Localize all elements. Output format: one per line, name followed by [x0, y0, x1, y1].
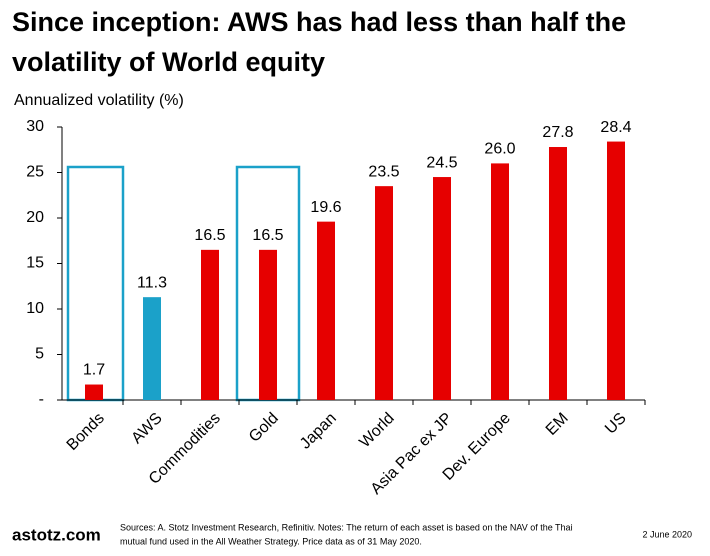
chart-title: Since inception: AWS has had less than h… — [12, 7, 626, 37]
value-label: 16.5 — [194, 227, 225, 244]
y-tick-label: 25 — [26, 164, 44, 181]
footer-date: 2 June 2020 — [642, 529, 692, 539]
y-tick-label: 15 — [26, 255, 44, 272]
bar — [549, 147, 567, 400]
bar — [317, 221, 335, 400]
value-label: 19.6 — [310, 199, 341, 216]
bar — [201, 249, 219, 400]
value-label: 26.0 — [484, 141, 515, 158]
bar — [143, 297, 161, 400]
value-label: 11.3 — [137, 274, 167, 291]
y-axis-title: Annualized volatility (%) — [14, 92, 184, 109]
bar — [491, 163, 509, 400]
value-label: 23.5 — [368, 163, 399, 180]
x-tick-label: AWS — [128, 410, 165, 447]
value-label: 1.7 — [83, 362, 105, 379]
x-tick-label: Bonds — [64, 410, 108, 454]
value-label: 28.4 — [600, 119, 631, 136]
y-tick-label: 5 — [35, 346, 44, 363]
bar — [433, 177, 451, 400]
footer-brand: astotz.com — [12, 525, 101, 544]
bar — [85, 384, 103, 400]
y-tick-label: 30 — [26, 118, 44, 135]
chart-title: volatility of World equity — [12, 47, 325, 77]
bar — [259, 249, 277, 400]
x-tick-label: World — [356, 410, 397, 451]
y-tick-label: 20 — [26, 209, 44, 226]
y-tick-label: - — [39, 391, 44, 408]
y-tick-label: 10 — [26, 300, 44, 317]
x-tick-label: EM — [543, 410, 572, 439]
x-tick-label: Japan — [297, 410, 340, 453]
bar — [607, 141, 625, 400]
bar — [375, 186, 393, 400]
x-tick-label: Gold — [246, 410, 282, 446]
footer-sources: mutual fund used in the All Weather Stra… — [120, 536, 422, 546]
footer-sources: Sources: A. Stotz Investment Research, R… — [120, 522, 573, 532]
value-label: 24.5 — [426, 154, 457, 171]
value-label: 27.8 — [542, 124, 573, 141]
x-tick-label: US — [602, 410, 630, 438]
value-label: 16.5 — [252, 227, 283, 244]
